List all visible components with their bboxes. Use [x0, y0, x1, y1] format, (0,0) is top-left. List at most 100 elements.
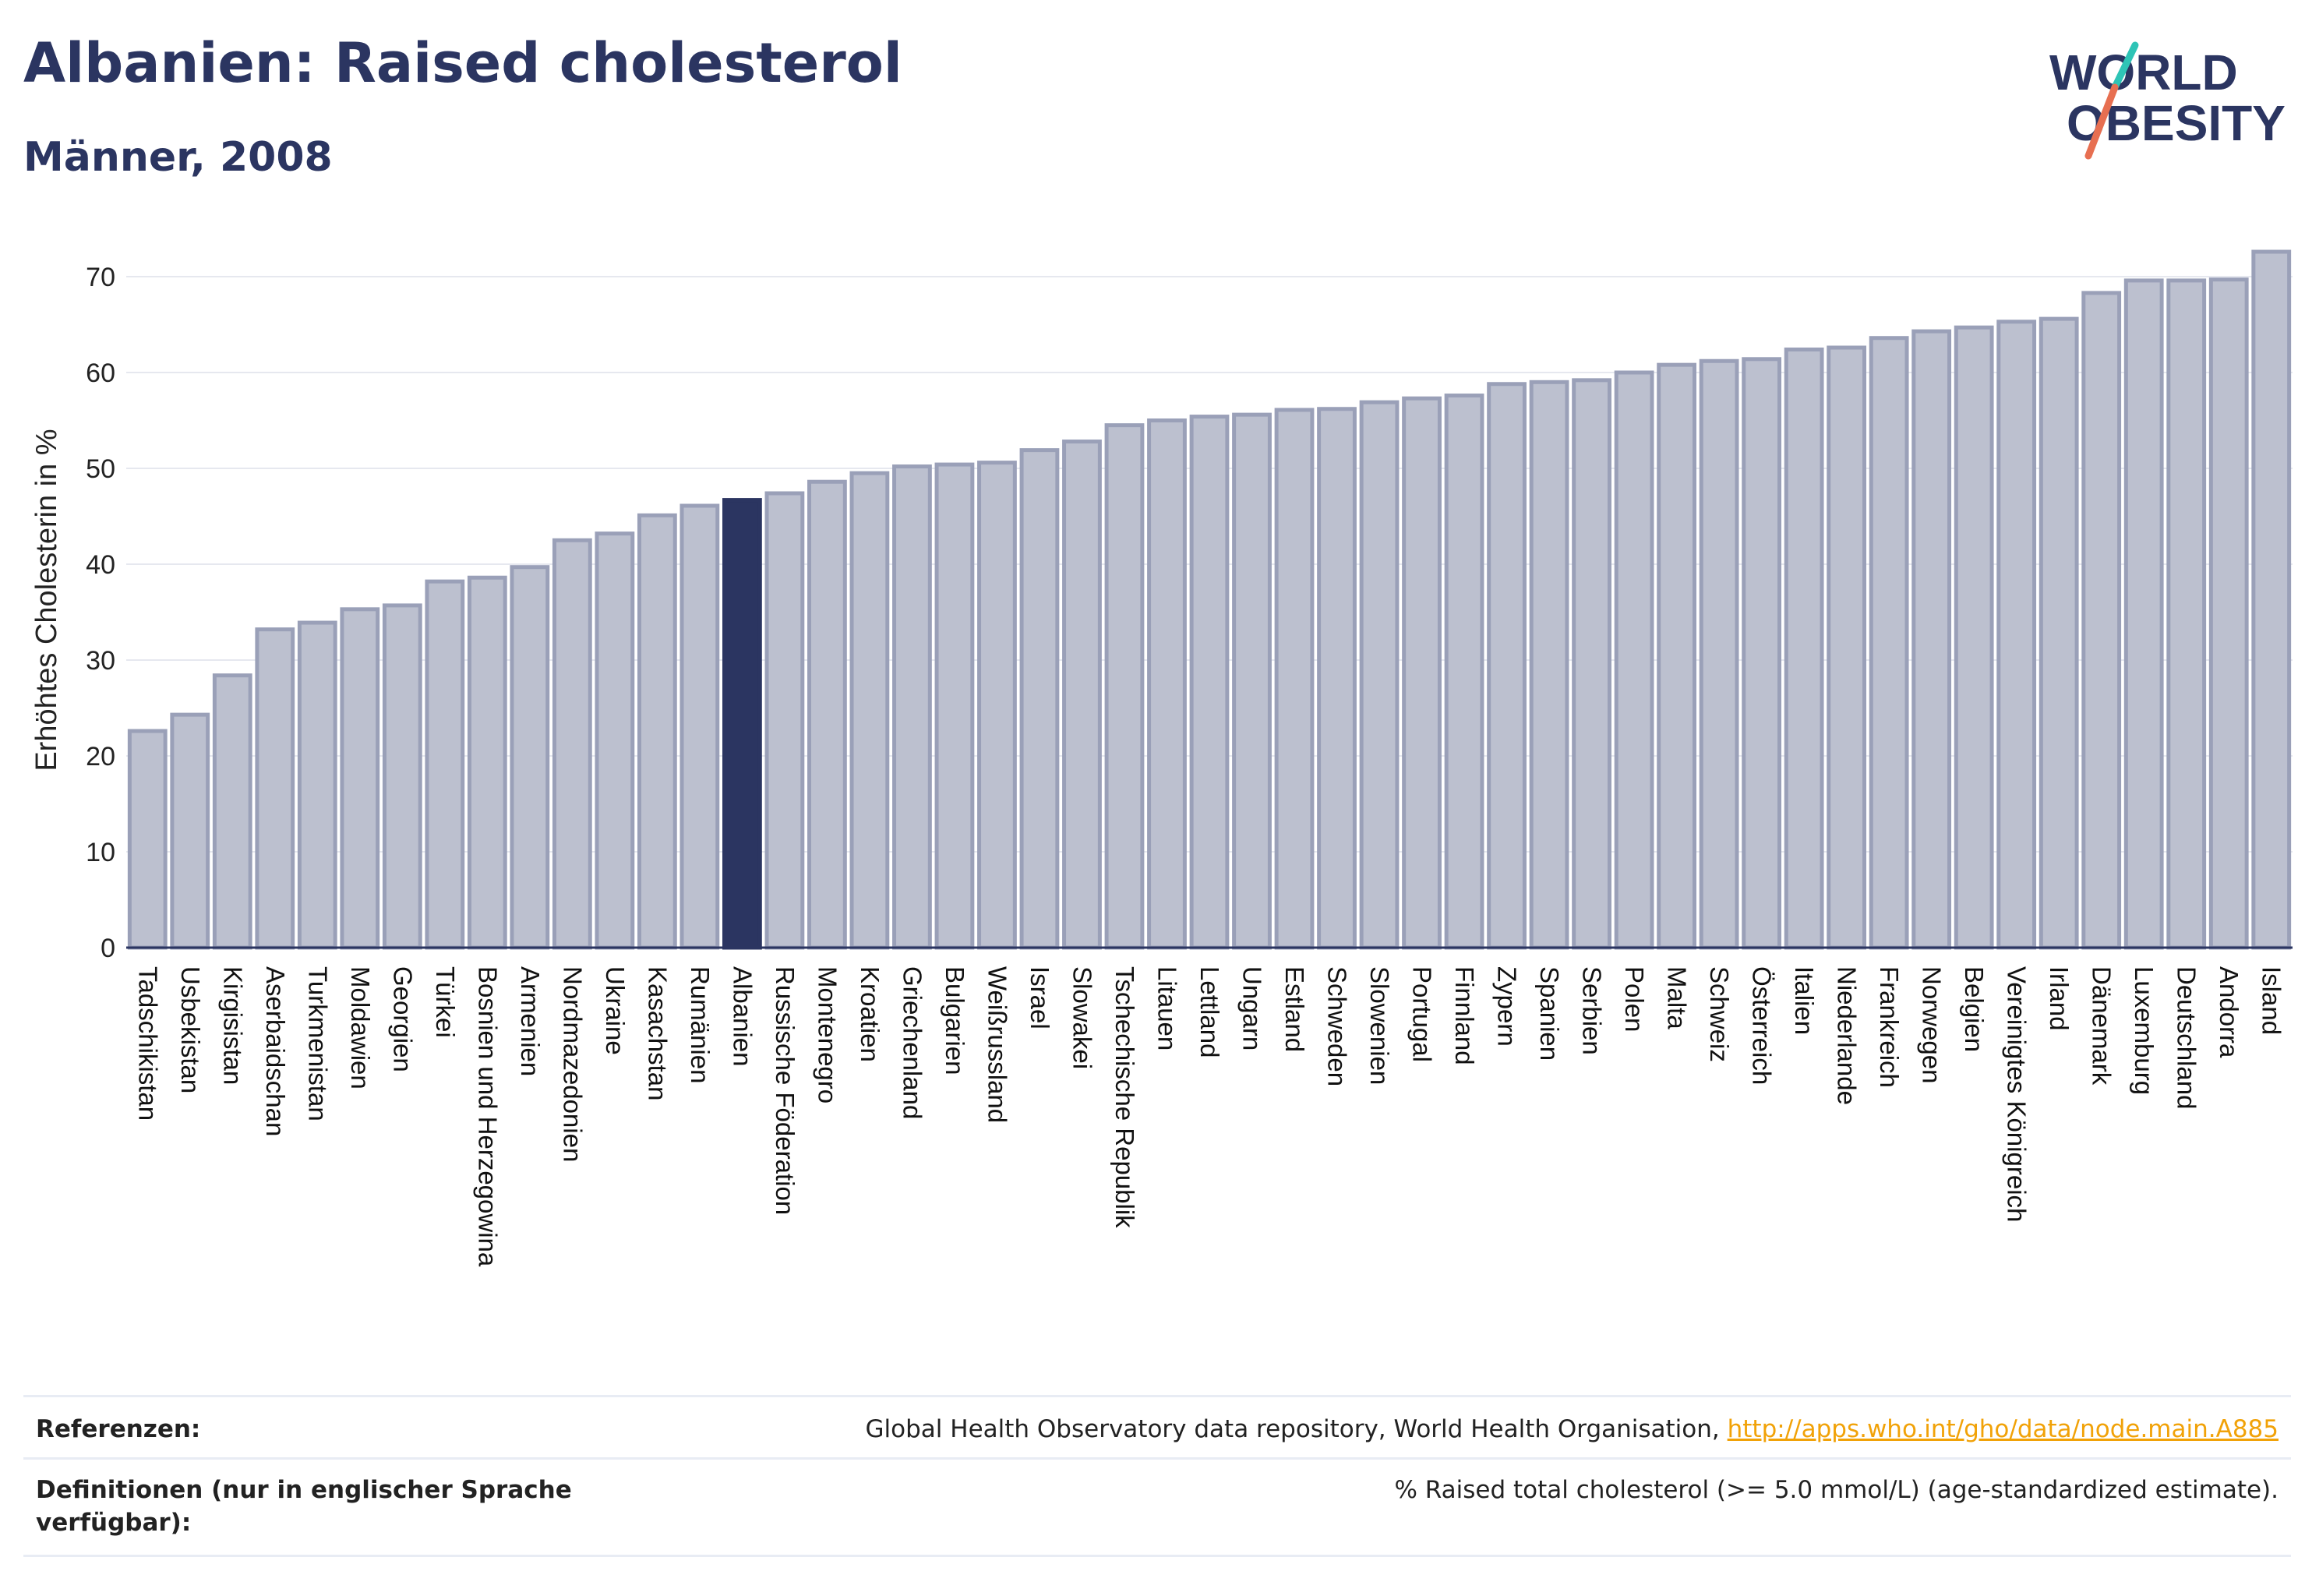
references-link[interactable]: http://apps.who.int/gho/data/node.main.A… — [1727, 1415, 2279, 1443]
bar — [1572, 378, 1611, 950]
x-tick-label: Dänemark — [2088, 966, 2116, 1086]
x-tick-label: Finnland — [1450, 966, 1479, 1065]
bar — [2081, 291, 2122, 950]
footer: Referenzen: Global Health Observatory da… — [23, 1395, 2291, 1566]
x-tick-label: Zypern — [1493, 966, 1522, 1047]
bar — [1274, 408, 1315, 950]
bar — [1317, 407, 1357, 950]
bar — [637, 513, 677, 950]
bar — [934, 462, 975, 950]
definitions-label-line1: Definitionen (nur in englischer Sprache — [36, 1476, 572, 1504]
bar — [764, 491, 805, 950]
x-tick-label: Portugal — [1408, 966, 1437, 1062]
bar — [2123, 278, 2164, 950]
bar — [170, 712, 210, 950]
bar — [1019, 448, 1060, 950]
bar — [2251, 249, 2292, 950]
bar — [1359, 400, 1400, 950]
x-tick-label: Usbekistan — [176, 966, 205, 1093]
bar — [1402, 396, 1442, 950]
x-tick-label: Kroatien — [856, 966, 884, 1062]
x-tick-label: Turkmenistan — [303, 966, 332, 1121]
x-tick-label: Island — [2257, 966, 2286, 1035]
x-tick-label: Belgien — [1960, 966, 1989, 1052]
bar — [977, 461, 1017, 950]
x-tick-label: Israel — [1025, 966, 1054, 1029]
bar — [1147, 418, 1187, 950]
bar-highlighted — [722, 498, 762, 950]
x-tick-label: Irland — [2045, 966, 2074, 1031]
references-text: Global Health Observatory data repositor… — [865, 1415, 1728, 1443]
bar — [1529, 380, 1569, 950]
x-tick-label: Bulgarien — [941, 966, 969, 1075]
x-tick-label: Deutschland — [2173, 966, 2201, 1109]
y-axis-label: Erhöhtes Cholesterin in % — [30, 429, 63, 771]
bar — [1742, 357, 1782, 950]
y-tick-label: 70 — [86, 263, 115, 292]
bar — [849, 471, 890, 950]
bar-layer — [127, 249, 2292, 950]
bar — [2038, 316, 2079, 950]
y-tick-label: 0 — [101, 934, 115, 963]
x-tick-label: Polen — [1620, 966, 1649, 1032]
chart-title: Albanien: Raised cholesterol — [23, 31, 902, 95]
x-tick-label: Schweiz — [1705, 966, 1734, 1062]
bar — [1911, 329, 1952, 950]
logo-slash-coral — [2084, 83, 2119, 160]
bar — [1869, 336, 1909, 950]
definitions-row: Definitionen (nur in englischer Sprache v… — [23, 1457, 2291, 1557]
x-tick-label: Litauen — [1152, 966, 1181, 1050]
bar — [552, 538, 592, 950]
bar — [892, 464, 932, 950]
x-tick-label: Kasachstan — [643, 966, 672, 1100]
label-layer: Tadschikistan Usbekistan Kirgisistan Aserba… — [133, 966, 2286, 1267]
bar — [679, 503, 720, 950]
x-tick-label: Ukraine — [601, 966, 630, 1055]
axis-layer: 0 10 20 30 40 50 60 70 — [86, 263, 2293, 963]
x-tick-label: Griechenland — [898, 966, 927, 1119]
x-tick-label: Andorra — [2215, 966, 2243, 1058]
x-tick-label: Türkei — [431, 966, 460, 1038]
bar — [382, 603, 422, 950]
y-tick-label: 50 — [86, 454, 115, 484]
chart-subtitle: Männer, 2008 — [23, 134, 333, 181]
x-tick-label: Vereinigtes Königreich — [2003, 966, 2031, 1222]
x-tick-label: Schweden — [1323, 966, 1352, 1086]
bar — [1657, 362, 1697, 950]
bar — [1827, 345, 1867, 950]
x-tick-label: Albanien — [728, 966, 757, 1066]
bar — [2166, 278, 2207, 950]
bar — [1996, 320, 2037, 950]
bar — [1614, 370, 1654, 950]
bar — [425, 579, 465, 950]
x-tick-label: Weißrussland — [983, 966, 1011, 1123]
y-tick-label: 60 — [86, 358, 115, 388]
x-tick-label: Rumänien — [686, 966, 715, 1083]
logo-line1: WORLD — [2049, 44, 2238, 101]
bar — [212, 673, 252, 950]
x-tick-label: Montenegro — [813, 966, 842, 1103]
x-tick-label: Nordmazedonien — [558, 966, 587, 1162]
bar — [340, 607, 380, 950]
x-tick-label: Malta — [1663, 966, 1692, 1029]
x-tick-label: Norwegen — [1918, 966, 1947, 1083]
references-row: Referenzen: Global Health Observatory da… — [23, 1395, 2291, 1460]
world-obesity-logo: WORLD OBESITY — [2049, 41, 2286, 160]
x-tick-label: Kirgisistan — [218, 966, 247, 1085]
bar — [127, 729, 168, 950]
x-tick-label: Estland — [1280, 966, 1309, 1052]
bar — [807, 479, 847, 950]
x-tick-label: Slowenien — [1365, 966, 1394, 1085]
references-label: Referenzen: — [36, 1415, 201, 1443]
bar — [467, 575, 507, 950]
x-tick-label: Niederlande — [1833, 966, 1862, 1105]
bar-chart: 0 10 20 30 40 50 60 70 Tadschikistan Usbekistan K… — [30, 249, 2293, 1267]
x-tick-label: Österreich — [1748, 966, 1777, 1085]
bar — [1232, 412, 1272, 950]
bar — [297, 620, 337, 950]
y-tick-label: 10 — [86, 838, 115, 867]
x-tick-label: Ungarn — [1238, 966, 1267, 1050]
y-tick-label: 20 — [86, 742, 115, 772]
bar — [1444, 394, 1484, 950]
bar — [510, 565, 550, 950]
